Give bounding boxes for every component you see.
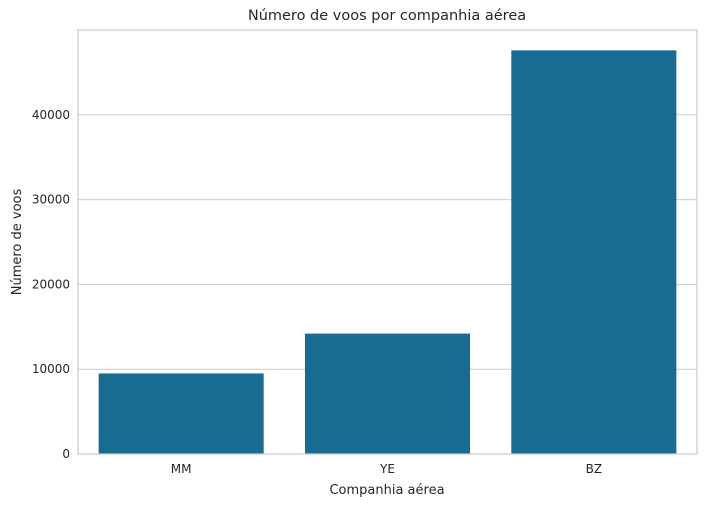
y-tick-label: 20000 <box>32 277 70 291</box>
bar-bz <box>511 50 677 455</box>
y-tick-label: 40000 <box>32 108 70 122</box>
bar-mm <box>98 373 264 454</box>
x-axis-ticks: MM YE BZ <box>171 462 602 476</box>
chart-title: Número de voos por companhia aérea <box>248 8 526 24</box>
y-axis-label: Número de voos <box>10 189 25 296</box>
x-axis-label: Companhia aérea <box>329 483 444 498</box>
y-axis-ticks: 0 10000 20000 30000 40000 <box>32 108 70 461</box>
y-tick-label: 0 <box>62 447 70 461</box>
y-tick-label: 10000 <box>32 362 70 376</box>
plot-frame <box>77 29 698 455</box>
y-tick-label: 30000 <box>32 193 70 207</box>
x-tick-label: BZ <box>586 462 602 476</box>
x-tick-label: MM <box>171 462 192 476</box>
x-tick-label: YE <box>379 462 395 476</box>
bar-ye <box>304 333 471 454</box>
bars <box>98 50 677 455</box>
